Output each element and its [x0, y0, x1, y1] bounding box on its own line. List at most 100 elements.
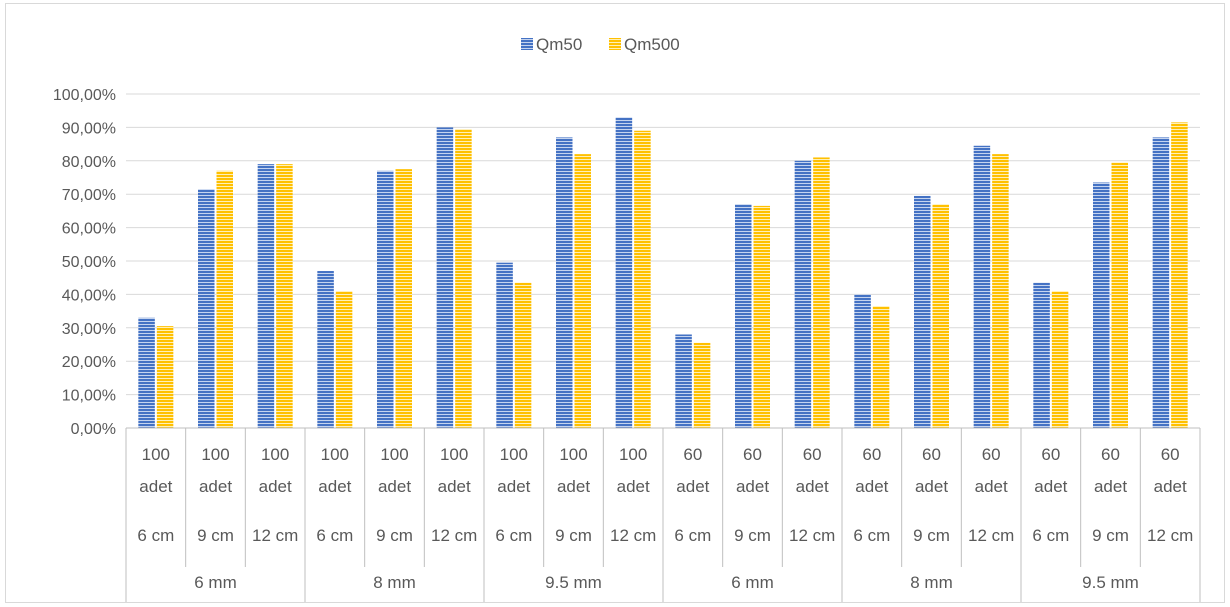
- x-tick-label-unit: adet: [199, 477, 232, 496]
- bar-qm50: [1033, 282, 1050, 428]
- x-tick-label-length: 6 cm: [137, 526, 174, 545]
- bar-qm500: [634, 130, 651, 428]
- x-group-label: 8 mm: [910, 573, 953, 592]
- bar-qm50: [556, 137, 573, 429]
- bar-qm500: [574, 154, 591, 428]
- bar-qm50: [257, 164, 275, 428]
- x-tick-label-count: 60: [1101, 445, 1120, 464]
- x-tick-label-length: 12 cm: [1147, 526, 1193, 545]
- x-tick-label-count: 100: [261, 445, 289, 464]
- x-tick-label-length: 12 cm: [252, 526, 298, 545]
- x-tick-label-count: 60: [862, 445, 881, 464]
- x-tick-label-length: 6 cm: [495, 526, 532, 545]
- legend-swatch-qm50: [521, 38, 533, 50]
- legend: Qm50 Qm500: [521, 35, 680, 54]
- y-tick-label: 10,00%: [62, 388, 116, 405]
- x-tick-label-count: 60: [683, 445, 702, 464]
- bar-qm50: [377, 170, 394, 428]
- y-tick-label: 70,00%: [62, 187, 116, 204]
- y-tick-label: 0,00%: [71, 421, 116, 438]
- x-tick-label-length: 12 cm: [968, 526, 1014, 545]
- x-group-label: 6 mm: [731, 573, 774, 592]
- x-tick-label-length: 9 cm: [555, 526, 592, 545]
- bar-qm500: [156, 326, 174, 428]
- x-tick-label-length: 6 cm: [674, 526, 711, 545]
- y-tick-label: 60,00%: [62, 221, 116, 238]
- x-tick-label-unit: adet: [975, 477, 1008, 496]
- bar-qm50: [735, 204, 752, 428]
- y-tick-label: 80,00%: [62, 154, 116, 171]
- x-tick-label-count: 100: [201, 445, 229, 464]
- x-tick-label-length: 9 cm: [913, 526, 950, 545]
- x-tick-label-unit: adet: [139, 477, 172, 496]
- bar-qm50: [436, 127, 454, 429]
- bar-qm500: [335, 291, 353, 428]
- x-tick-label-length: 12 cm: [789, 526, 835, 545]
- bar-qm500: [1171, 122, 1188, 428]
- x-tick-label-count: 100: [321, 445, 349, 464]
- x-tick-label-length: 6 cm: [1032, 526, 1069, 545]
- x-tick-label-count: 60: [1161, 445, 1180, 464]
- bar-qm500: [514, 282, 532, 428]
- bar-qm50: [794, 160, 812, 429]
- x-tick-label-count: 60: [922, 445, 941, 464]
- bar-qm500: [992, 154, 1009, 428]
- x-tick-label-unit: adet: [1154, 477, 1187, 496]
- x-tick-label-count: 100: [142, 445, 170, 464]
- x-tick-label-count: 60: [982, 445, 1001, 464]
- bar-qm50: [675, 334, 692, 428]
- x-tick-label-unit: adet: [915, 477, 948, 496]
- bar-qm50: [854, 294, 871, 428]
- bar-qm50: [615, 117, 633, 428]
- bar-qm500: [693, 342, 711, 428]
- bar-qm500: [455, 129, 472, 428]
- bar-qm500: [813, 157, 830, 428]
- x-tick-label-length: 9 cm: [376, 526, 413, 545]
- y-tick-label: 20,00%: [62, 354, 116, 371]
- legend-label-qm50: Qm50: [536, 35, 582, 54]
- x-tick-label-unit: adet: [378, 477, 411, 496]
- bar-qm500: [216, 170, 233, 428]
- bar-qm50: [914, 195, 931, 428]
- bar-qm50: [973, 145, 991, 428]
- x-tick-label-unit: adet: [557, 477, 590, 496]
- bar-qm50: [138, 317, 155, 428]
- x-tick-label-count: 60: [1041, 445, 1060, 464]
- x-tick-label-count: 60: [803, 445, 822, 464]
- bar-qm500: [753, 205, 770, 428]
- x-tick-label-unit: adet: [796, 477, 829, 496]
- x-tick-label-unit: adet: [497, 477, 530, 496]
- x-group-label: 6 mm: [194, 573, 237, 592]
- x-tick-label-unit: adet: [318, 477, 351, 496]
- x-group-label: 9.5 mm: [545, 573, 602, 592]
- y-tick-label: 50,00%: [62, 254, 116, 271]
- y-tick-label: 90,00%: [62, 120, 116, 137]
- y-tick-label: 40,00%: [62, 287, 116, 304]
- x-tick-label-unit: adet: [676, 477, 709, 496]
- x-group-label: 9.5 mm: [1082, 573, 1139, 592]
- x-tick-label-count: 100: [380, 445, 408, 464]
- bar-qm50: [496, 262, 513, 428]
- x-tick-label-length: 9 cm: [1092, 526, 1129, 545]
- x-tick-label-length: 6 cm: [853, 526, 890, 545]
- bar-qm500: [395, 169, 412, 428]
- x-tick-label-length: 12 cm: [610, 526, 656, 545]
- chart-frame: 0,00% 10,00% 20,00% 30,00% 40,00% 50,00% 60,00…: [5, 3, 1225, 603]
- bar-qm50: [317, 271, 334, 428]
- x-tick-label-unit: adet: [617, 477, 650, 496]
- bar-qm50: [1093, 182, 1110, 428]
- y-tick-label: 100,00%: [53, 87, 116, 104]
- x-tick-label-unit: adet: [438, 477, 471, 496]
- x-tick-label-length: 9 cm: [734, 526, 771, 545]
- x-tick-label-length: 6 cm: [316, 526, 353, 545]
- x-tick-label-length: 12 cm: [431, 526, 477, 545]
- legend-label-qm500: Qm500: [624, 35, 680, 54]
- bar-chart: 0,00% 10,00% 20,00% 30,00% 40,00% 50,00% 60,00…: [53, 35, 1201, 602]
- x-tick-label-count: 100: [559, 445, 587, 464]
- x-tick-label-count: 60: [743, 445, 762, 464]
- bar-qm500: [1051, 291, 1069, 428]
- x-group-label: 8 mm: [373, 573, 416, 592]
- x-tick-label-unit: adet: [1094, 477, 1127, 496]
- y-tick-label: 30,00%: [62, 321, 116, 338]
- bar-qm500: [276, 164, 293, 428]
